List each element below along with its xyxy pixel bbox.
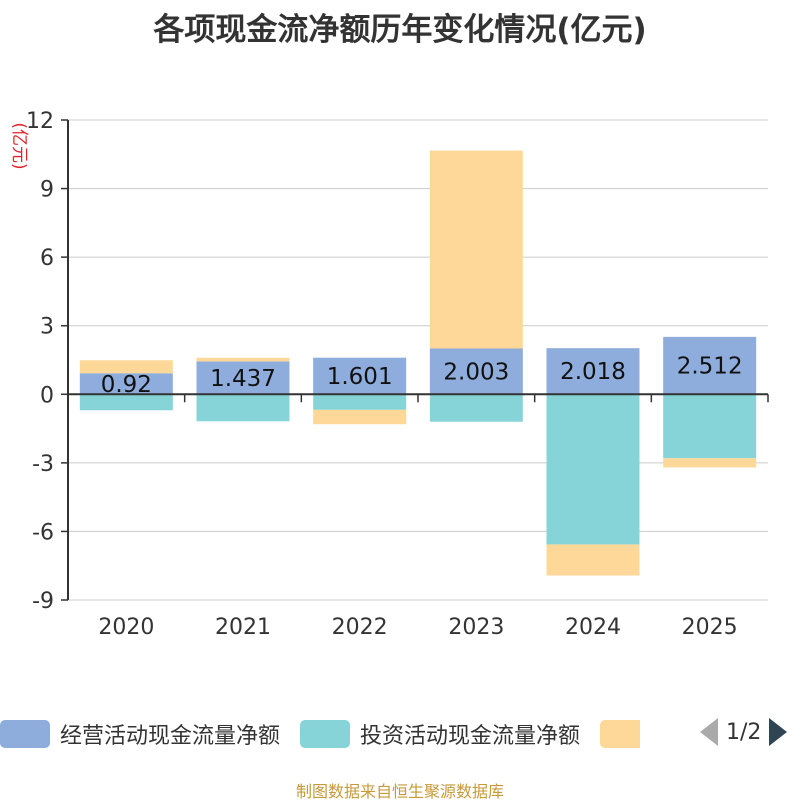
- bar-2023-series-2: [429, 150, 523, 349]
- legend-swatch-investing: [300, 720, 351, 748]
- data-label: 2.512: [677, 354, 743, 380]
- bar-2022-series-2: [313, 409, 407, 425]
- y-tick-label: 0: [40, 383, 54, 408]
- data-label: 1.437: [210, 366, 276, 392]
- legend-item-investing[interactable]: 投资活动现金流量净额: [300, 718, 580, 750]
- legend-pager: 1/2: [700, 718, 788, 746]
- legend-prev-page-icon[interactable]: [700, 718, 718, 746]
- chart-title: 各项现金流净额历年变化情况(亿元): [153, 12, 647, 48]
- x-tick-label: 2020: [98, 615, 154, 640]
- bar-2023-series-0: [429, 348, 523, 395]
- legend-label-investing: 投资活动现金流量净额: [360, 724, 581, 749]
- bar-2025-series-0: [663, 336, 757, 395]
- y-tick-label: 3: [40, 315, 54, 340]
- bar-2024-series-2: [546, 544, 640, 576]
- bar-2022-series-1: [313, 394, 407, 410]
- data-label: 2.018: [560, 359, 626, 385]
- bar-2024-series-1: [546, 394, 640, 545]
- x-tick-label: 2023: [448, 615, 504, 640]
- bar-2025-series-1: [663, 394, 757, 459]
- x-tick-label: 2024: [565, 615, 621, 640]
- legend-item-operating[interactable]: 经营活动现金流量净额: [0, 718, 280, 750]
- bar-2023-series-1: [429, 394, 523, 422]
- x-tick-label: 2025: [682, 615, 738, 640]
- data-source-footer: 制图数据来自恒生聚源数据库: [295, 782, 504, 801]
- y-tick-label: 9: [40, 178, 54, 203]
- x-tick-label: 2021: [215, 615, 271, 640]
- y-tick-label: 12: [26, 109, 54, 134]
- y-tick-label: 6: [40, 246, 54, 271]
- legend-swatch-financing: [600, 720, 641, 748]
- y-tick-label: -9: [32, 589, 54, 614]
- x-tick-label: 2022: [332, 615, 388, 640]
- legend-next-page-icon[interactable]: [769, 718, 788, 746]
- data-label: 1.601: [327, 364, 393, 390]
- data-label: 0.92: [101, 372, 152, 398]
- legend-item-financing[interactable]: [600, 720, 650, 748]
- bar-2021-series-0: [196, 361, 290, 395]
- bar-2020-series-2: [79, 360, 173, 374]
- y-tick-label: -3: [32, 452, 54, 477]
- legend-label-operating: 经营活动现金流量净额: [60, 724, 281, 749]
- legend: 经营活动现金流量净额 投资活动现金流量净额: [0, 716, 670, 752]
- legend-page-indicator: 1/2: [726, 719, 762, 745]
- bar-2020-series-1: [79, 394, 173, 411]
- bar-2022-series-0: [313, 357, 407, 395]
- chart-plot: 12 9 6 3 0 -3 -6 -9 (亿元) 0.92 1.437 1.601 2.003 2.018…: [9, 109, 769, 640]
- legend-swatch-operating: [0, 720, 50, 748]
- y-tick-label: -6: [32, 520, 54, 545]
- data-label: 2.003: [443, 359, 509, 385]
- bar-2024-series-0: [546, 348, 640, 395]
- bar-2025-series-2: [663, 458, 757, 468]
- y-axis-label: (亿元): [9, 122, 29, 169]
- bar-2020-series-0: [79, 373, 173, 395]
- bar-2021-series-2: [196, 357, 290, 362]
- bar-2021-series-1: [196, 394, 290, 422]
